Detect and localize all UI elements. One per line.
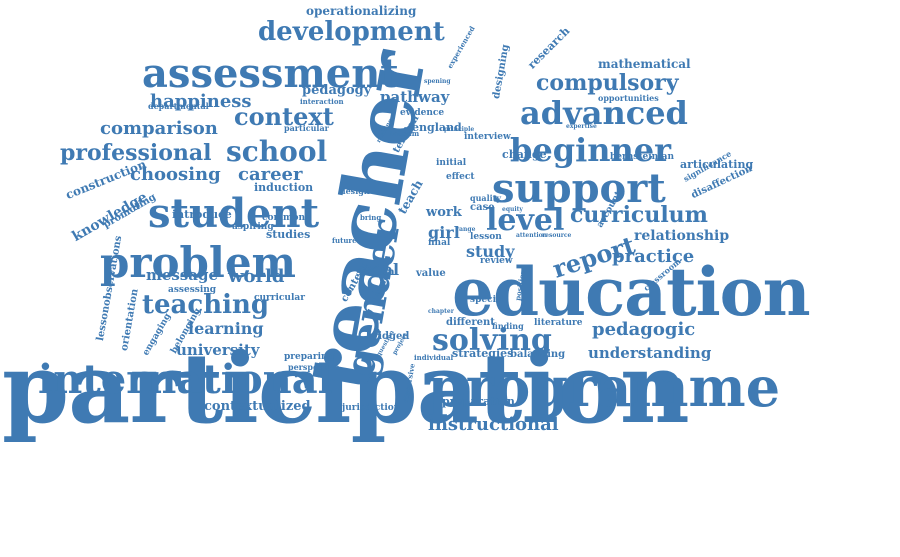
cloud-word: quality (470, 192, 502, 203)
cloud-word: system (356, 267, 395, 278)
cloud-word: research (525, 24, 573, 72)
cloud-word: bernsteinian (610, 151, 675, 162)
cloud-word: teaching (142, 290, 270, 321)
cloud-word: assessment (142, 50, 399, 97)
cloud-word: school (226, 134, 328, 168)
cloud-word: student (148, 190, 320, 237)
cloud-word: instructional (428, 413, 559, 435)
cloud-word: lesson (470, 231, 502, 242)
cloud-word: perspective (288, 361, 340, 372)
cloud-word: opportunities (598, 92, 659, 103)
cloud-word: change (502, 148, 547, 162)
cloud-word: relationship (634, 227, 730, 244)
cloud-word: real (364, 260, 400, 280)
cloud-word: interview (464, 131, 511, 142)
cloud-word: study (466, 242, 515, 262)
cloud-word: happiness (150, 90, 252, 112)
cloud-word: development (258, 17, 445, 48)
cloud-word: pathway (380, 88, 450, 106)
cloud-word: interim (390, 129, 420, 139)
cloud-word: review (480, 255, 513, 266)
cloud-word: curriculum (570, 202, 708, 229)
cloud-word: beginner (510, 131, 672, 170)
cloud-word: expertise (566, 123, 597, 131)
cloud-word: contextualized (204, 398, 311, 414)
cloud-word: chapter (428, 308, 454, 316)
cloud-word: pedagogy (302, 82, 372, 98)
cloud-word: programme (428, 354, 781, 419)
cloud-word: introduce (172, 208, 232, 222)
cloud-word: case (470, 202, 495, 213)
cloud-word: understanding (588, 344, 712, 362)
cloud-word: balancing (510, 349, 566, 360)
cloud-word: education (452, 253, 811, 332)
cloud-word: literature (534, 317, 583, 328)
cloud-word: assessing (168, 284, 217, 295)
cloud-word: final (428, 237, 451, 248)
cloud-word: articulating (680, 158, 754, 172)
cloud-word: operationalizing (306, 4, 417, 19)
cloud-word: problem (100, 238, 296, 288)
cloud-word: practice (612, 245, 695, 267)
cloud-word: equity (502, 206, 523, 214)
cloud-word: career (238, 163, 303, 185)
cloud-word: principle (444, 126, 475, 134)
cloud-word: aspiring (232, 221, 274, 232)
cloud-word: effect (446, 171, 475, 182)
cloud-word: support (492, 165, 666, 212)
cloud-word: attention (516, 232, 548, 240)
cloud-word: departmental (148, 100, 209, 111)
cloud-word: preparation (442, 395, 515, 409)
cloud-word: learning (188, 319, 264, 339)
cloud-word: initial (436, 157, 467, 168)
cloud-word: different (446, 317, 495, 328)
cloud-word: work (426, 204, 462, 220)
cloud-word: common (262, 212, 306, 223)
cloud-word: choosing (130, 163, 221, 185)
cloud-word: advanced (520, 94, 688, 133)
cloud-word: experienced (445, 24, 477, 71)
cloud-word: bring (360, 213, 382, 223)
cloud-word: world (228, 265, 285, 287)
cloud-word: finding (492, 320, 524, 331)
cloud-word: girl (428, 223, 460, 243)
cloud-word: context (234, 101, 334, 131)
cloud-word: message (146, 266, 219, 284)
cloud-word: mathematical (598, 57, 691, 72)
cloud-word: university (176, 341, 260, 359)
cloud-word: future (332, 236, 357, 246)
cloud-word: participation (2, 332, 690, 446)
cloud-word: individual (414, 353, 454, 363)
cloud-word: value (416, 268, 446, 279)
cloud-word: preparing (284, 351, 334, 362)
cloud-word: comparison (100, 117, 218, 139)
cloud-word: bridged (366, 331, 410, 342)
cloud-word: level (486, 203, 565, 238)
cloud-word: design (340, 185, 370, 196)
cloud-word: range (456, 226, 476, 234)
cloud-word: spening (424, 78, 451, 86)
cloud-word: pedagogic (592, 318, 696, 340)
cloud-word: special (470, 294, 506, 305)
cloud-word: solving (432, 323, 552, 358)
cloud-word: induction (254, 181, 314, 195)
cloud-word: interaction (300, 97, 344, 107)
cloud-word: curricular (254, 292, 305, 303)
cloud-word: england (412, 121, 462, 135)
cloud-word: evidence (400, 107, 445, 118)
cloud-word: compulsory (536, 70, 679, 97)
cloud-word: particular (284, 122, 329, 133)
cloud-word: jurisdiction (342, 402, 401, 413)
cloud-word: resource (542, 232, 572, 240)
cloud-word: international (38, 356, 333, 403)
cloud-word: designing (491, 43, 512, 100)
cloud-word: studies (266, 228, 311, 242)
cloud-word: professional (60, 140, 212, 167)
cloud-word: strategies (452, 347, 514, 361)
